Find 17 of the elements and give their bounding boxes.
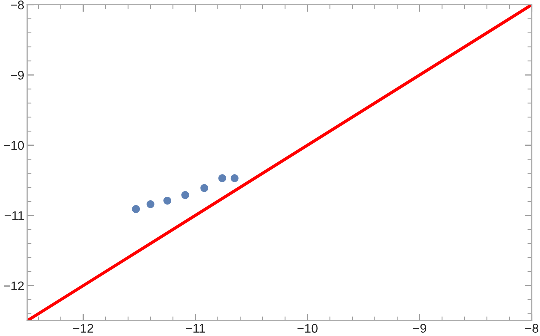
point: [182, 191, 190, 200]
y-tick-label: −12: [4, 282, 24, 290]
point: [164, 196, 172, 205]
x-tick-label: −11: [186, 324, 206, 333]
y-tick-label: −11: [4, 212, 24, 220]
x-tick-label: −12: [73, 324, 94, 333]
point: [132, 205, 140, 214]
x-tick-label: −8: [525, 324, 539, 333]
x-tick-label: −10: [298, 324, 318, 333]
y-tick-label: −8: [10, 0, 24, 10]
point: [146, 200, 155, 208]
y-tick-label: −10: [4, 141, 24, 150]
point: [230, 174, 239, 182]
point: [218, 174, 226, 182]
y-tick-label: −9: [10, 71, 24, 80]
x-tick-label: −9: [413, 324, 426, 333]
point: [200, 184, 209, 192]
